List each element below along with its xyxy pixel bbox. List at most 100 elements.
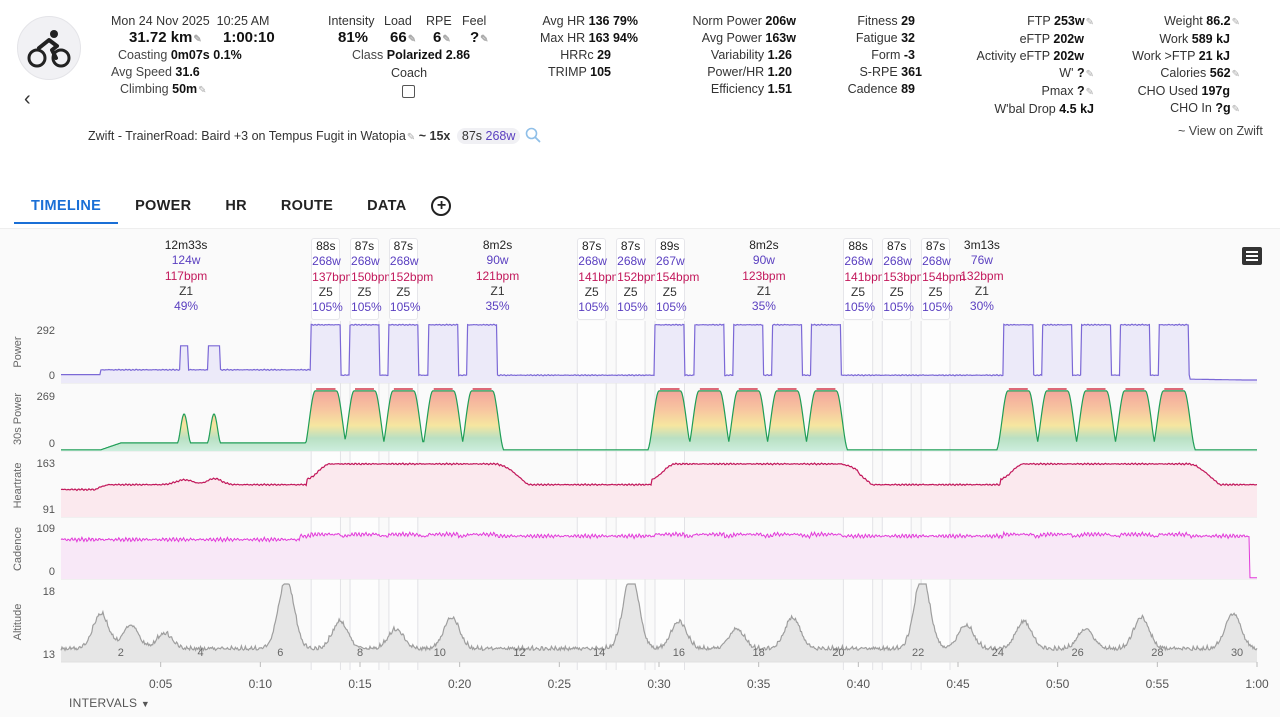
interval-box[interactable]: 87s 268w 141bpm Z5 105% (577, 238, 622, 320)
interval-number: 30 (1231, 647, 1243, 659)
tab-hr[interactable]: HR (225, 198, 247, 214)
interval-p: 124w (171, 253, 201, 268)
interval-pc: 105% (578, 300, 609, 315)
stats-ftp: FTP 253w✎ eFTP 202w Activity eFTP 202w W… (977, 13, 1094, 118)
coach-checkbox[interactable] (402, 85, 415, 98)
interval-number: 12 (513, 647, 525, 659)
interval-h: 132bpm (960, 268, 1004, 283)
edit-pencil-icon[interactable]: ✎ (406, 132, 416, 143)
series-area-altitude (61, 584, 1257, 662)
coasting-pct: 0.1% (213, 48, 242, 62)
series-area-power (61, 324, 1257, 383)
panel-label-cadence: Cadence (12, 527, 24, 571)
interval-box[interactable]: 87s 268w 153bpm Z5 105% (882, 238, 927, 320)
description-tilde: ~ (418, 129, 427, 143)
interval-box[interactable]: 87s 268w 154bpm Z5 105% (921, 238, 965, 320)
panel-ymax: 163 (37, 458, 55, 470)
interval-p: 268w (883, 254, 912, 269)
stat-pmax[interactable]: Pmax ?✎ (1041, 84, 1094, 98)
interval-number: 22 (912, 647, 924, 659)
interval-z: Z5 (623, 284, 638, 299)
stat-calories[interactable]: Calories 562✎ (1160, 66, 1240, 80)
stat-fitness: Fitness 29 (857, 14, 915, 28)
interval-z: Z1 (179, 283, 194, 298)
chart-menu-icon[interactable] (1242, 247, 1262, 265)
stat-w-prime[interactable]: W' ?✎ (1059, 66, 1094, 80)
edit-pencil-icon[interactable]: ✎ (1231, 104, 1240, 115)
edit-pencil-icon[interactable]: ✎ (442, 34, 451, 45)
interval-pc: 105% (656, 300, 687, 315)
timeline-plot[interactable]: Power 292 0 30s Power 269 0 Heartrate 163 91 Cade… (0, 229, 1280, 699)
edit-pencil-icon[interactable]: ✎ (480, 34, 489, 45)
timeline-chart[interactable]: 12m33s 124w 117bpm Z1 49% 88s 268w 137bpm Z5 105%… (0, 228, 1280, 717)
panel-ymax: 292 (37, 325, 55, 337)
edit-pencil-icon[interactable]: ✎ (1085, 69, 1094, 80)
interval-box[interactable]: 3m13s 76w 132bpm Z1 30% (950, 238, 1014, 320)
interval-box[interactable]: 87s 268w 150bpm Z5 105% (350, 238, 394, 320)
coasting-value: 0m07s (170, 48, 210, 62)
avatar (17, 16, 81, 80)
back-chevron-icon[interactable]: ‹ (24, 88, 31, 110)
interval-z: Z5 (928, 284, 943, 299)
interval-pc: 35% (751, 299, 776, 314)
interval-p: 90w (752, 253, 775, 268)
stat-activity-eftp: Activity eFTP 202w (976, 49, 1084, 63)
activity-time: 10:25 AM (216, 14, 270, 28)
stat-norm-power: Norm Power 206w (692, 14, 796, 28)
tab-route[interactable]: ROUTE (280, 198, 334, 214)
interval-box[interactable]: 8m2s 90w 123bpm Z1 35% (685, 238, 844, 320)
stat-cho-in[interactable]: CHO In ?g✎ (1170, 101, 1240, 115)
panel-label-30s-power: 30s Power (12, 393, 24, 445)
climbing-row: Climbing 50m✎ (120, 81, 207, 99)
interval-number: 2 (118, 647, 124, 659)
stats-hr: Avg HR 136 79% Max HR 163 94% HRRc 29 TR… (540, 13, 638, 81)
distance-value[interactable]: 31.72 km✎ (129, 29, 202, 46)
interval-pc: 105% (617, 300, 648, 315)
edit-pencil-icon[interactable]: ✎ (1231, 17, 1240, 28)
stat-ftp[interactable]: FTP 253w✎ (1027, 14, 1094, 28)
interval-d: 87s (354, 239, 375, 253)
activity-name[interactable]: Zwift - TrainerRoad: Baird +3 on Tempus … (88, 129, 406, 143)
stat-weight[interactable]: Weight 86.2✎ (1164, 14, 1240, 28)
stat-trimp: TRIMP 105 (547, 65, 611, 79)
stat-work: Work 589 kJ (1159, 32, 1230, 46)
load-value[interactable]: 66✎ (390, 29, 417, 46)
edit-pencil-icon[interactable]: ✎ (1085, 17, 1094, 28)
stat-eftp: eFTP 202w (1019, 32, 1084, 46)
tab-timeline[interactable]: TIMELINE (14, 188, 119, 224)
interval-number: 4 (197, 647, 203, 659)
x-tick-label: 0:50 (1046, 677, 1070, 691)
feel-value[interactable]: ?✎ (470, 29, 489, 46)
climbing-label: Climbing (120, 82, 169, 96)
add-tab-plus-icon[interactable]: + (431, 196, 452, 216)
class-value: Polarized 2.86 (386, 48, 471, 62)
tab-bar: TIMELINE POWER HR ROUTE DATA + (14, 188, 452, 224)
edit-pencil-icon[interactable]: ✎ (1085, 87, 1094, 98)
interval-box[interactable]: 8m2s 90w 121bpm Z1 35% (418, 238, 577, 320)
interval-box[interactable]: 12m33s 124w 117bpm Z1 49% (61, 238, 311, 320)
stat-cho-used: CHO Used 197g (1137, 84, 1230, 98)
interval-z: Z5 (889, 284, 904, 299)
stat-form: Form -3 (871, 48, 915, 62)
panel-label-heartrate: Heartrate (12, 463, 24, 509)
interval-d: 88s (848, 239, 868, 253)
panel-ymin: 0 (49, 370, 55, 382)
search-icon[interactable] (525, 127, 541, 143)
interval-pc: 35% (485, 299, 510, 314)
series-line-30s-power (61, 390, 1257, 451)
edit-pencil-icon[interactable]: ✎ (193, 34, 202, 45)
description-reps: 15x (429, 129, 451, 143)
edit-pencil-icon[interactable]: ✎ (198, 85, 207, 96)
edit-pencil-icon[interactable]: ✎ (407, 34, 417, 45)
rpe-value[interactable]: 6✎ (433, 29, 451, 46)
coach-label: Coach (391, 66, 428, 80)
view-on-zwift-link[interactable]: ~ View on Zwift (1178, 124, 1263, 138)
intervals-toggle[interactable]: INTERVALS ▼ (69, 696, 150, 710)
edit-pencil-icon[interactable]: ✎ (1231, 69, 1240, 80)
interval-number: 10 (434, 647, 446, 659)
tab-data[interactable]: DATA (367, 198, 407, 214)
tab-power[interactable]: POWER (135, 198, 192, 214)
interval-p: 268w (844, 254, 874, 269)
interval-z: Z5 (318, 284, 333, 299)
cycling-icon (27, 30, 71, 68)
